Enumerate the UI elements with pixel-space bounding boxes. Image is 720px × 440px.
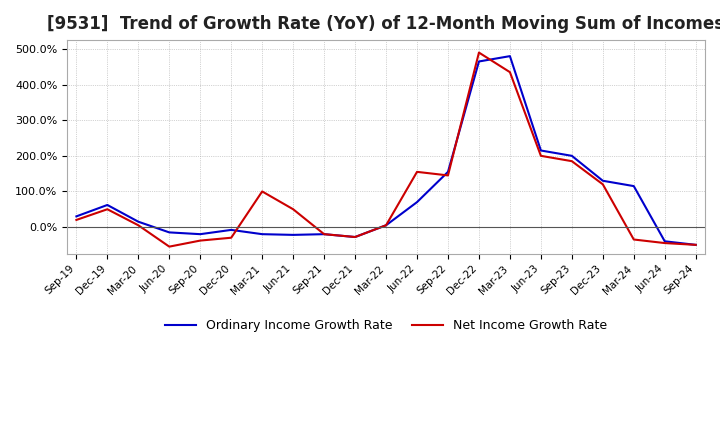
Ordinary Income Growth Rate <box>598 178 607 183</box>
Net Income Growth Rate <box>134 223 143 228</box>
Line: Net Income Growth Rate: Net Income Growth Rate <box>76 52 696 247</box>
Legend: Ordinary Income Growth Rate, Net Income Growth Rate: Ordinary Income Growth Rate, Net Income … <box>160 314 612 337</box>
Net Income Growth Rate <box>629 237 638 242</box>
Ordinary Income Growth Rate <box>258 231 266 237</box>
Net Income Growth Rate <box>258 189 266 194</box>
Net Income Growth Rate <box>413 169 421 175</box>
Net Income Growth Rate <box>660 240 669 246</box>
Ordinary Income Growth Rate <box>196 231 204 237</box>
Net Income Growth Rate <box>567 158 576 164</box>
Ordinary Income Growth Rate <box>629 183 638 189</box>
Ordinary Income Growth Rate <box>103 202 112 208</box>
Ordinary Income Growth Rate <box>444 169 452 175</box>
Ordinary Income Growth Rate <box>351 235 359 240</box>
Net Income Growth Rate <box>382 223 390 228</box>
Net Income Growth Rate <box>227 235 235 240</box>
Ordinary Income Growth Rate <box>567 153 576 158</box>
Net Income Growth Rate <box>505 70 514 75</box>
Ordinary Income Growth Rate <box>536 148 545 153</box>
Ordinary Income Growth Rate <box>227 227 235 232</box>
Net Income Growth Rate <box>289 207 297 212</box>
Ordinary Income Growth Rate <box>505 54 514 59</box>
Ordinary Income Growth Rate <box>165 230 174 235</box>
Net Income Growth Rate <box>165 244 174 249</box>
Net Income Growth Rate <box>320 231 328 237</box>
Ordinary Income Growth Rate <box>72 214 81 219</box>
Ordinary Income Growth Rate <box>134 219 143 224</box>
Ordinary Income Growth Rate <box>660 238 669 244</box>
Net Income Growth Rate <box>536 153 545 158</box>
Ordinary Income Growth Rate <box>289 232 297 238</box>
Net Income Growth Rate <box>351 235 359 240</box>
Net Income Growth Rate <box>444 173 452 178</box>
Net Income Growth Rate <box>103 207 112 212</box>
Ordinary Income Growth Rate <box>691 242 700 247</box>
Net Income Growth Rate <box>474 50 483 55</box>
Net Income Growth Rate <box>196 238 204 243</box>
Title: [9531]  Trend of Growth Rate (YoY) of 12-Month Moving Sum of Incomes: [9531] Trend of Growth Rate (YoY) of 12-… <box>48 15 720 33</box>
Ordinary Income Growth Rate <box>382 223 390 228</box>
Ordinary Income Growth Rate <box>320 231 328 237</box>
Line: Ordinary Income Growth Rate: Ordinary Income Growth Rate <box>76 56 696 245</box>
Ordinary Income Growth Rate <box>474 59 483 64</box>
Net Income Growth Rate <box>72 217 81 223</box>
Net Income Growth Rate <box>598 182 607 187</box>
Net Income Growth Rate <box>691 242 700 247</box>
Ordinary Income Growth Rate <box>413 199 421 205</box>
